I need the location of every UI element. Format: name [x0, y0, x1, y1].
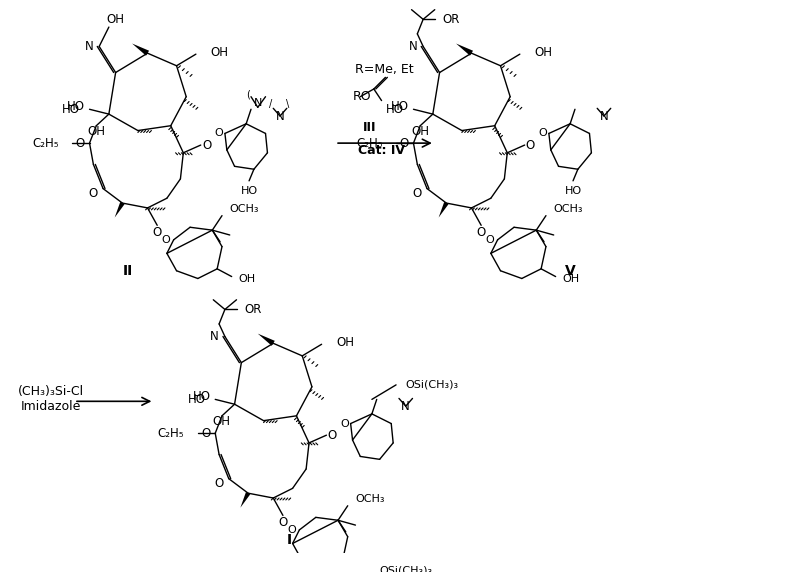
Text: O: O: [538, 129, 547, 138]
Text: R=Me, Et: R=Me, Et: [355, 63, 414, 76]
Text: N: N: [254, 97, 262, 108]
Text: OH: OH: [210, 46, 228, 59]
Text: O: O: [153, 225, 162, 239]
Text: C₂H₅: C₂H₅: [32, 137, 58, 150]
Text: I: I: [287, 533, 292, 547]
Text: OR: OR: [244, 303, 262, 316]
Text: OH: OH: [87, 125, 105, 138]
Text: OH: OH: [106, 13, 125, 26]
Text: N: N: [402, 400, 410, 412]
Text: O: O: [486, 235, 494, 245]
Text: O: O: [399, 137, 409, 150]
Polygon shape: [258, 333, 274, 345]
Text: N: N: [600, 110, 608, 122]
Text: O: O: [75, 137, 85, 150]
Text: O: O: [214, 477, 224, 490]
Text: HO: HO: [187, 393, 206, 406]
Text: HO: HO: [386, 103, 404, 116]
Text: OCH₃: OCH₃: [355, 494, 385, 504]
Text: OH: OH: [411, 125, 429, 138]
Text: OH: OH: [238, 273, 255, 284]
Text: OH: OH: [534, 46, 552, 59]
Text: N: N: [210, 330, 219, 343]
Text: O: O: [162, 235, 170, 245]
Text: Imidazole: Imidazole: [21, 400, 81, 412]
Text: OH: OH: [562, 273, 579, 284]
Text: N: N: [85, 40, 94, 53]
Text: C₂H₅: C₂H₅: [158, 427, 184, 440]
Text: O: O: [89, 187, 98, 200]
Text: OSi(CH₃)₃: OSi(CH₃)₃: [380, 566, 433, 572]
Text: HO: HO: [62, 103, 80, 116]
Text: O: O: [341, 419, 349, 428]
Text: RO: RO: [353, 90, 371, 103]
Text: N: N: [409, 40, 418, 53]
Text: HO: HO: [390, 100, 409, 113]
Text: V: V: [565, 264, 575, 278]
Text: O: O: [413, 187, 422, 200]
Text: Cat: IV: Cat: IV: [358, 144, 405, 157]
Text: OSi(CH₃)₃: OSi(CH₃)₃: [406, 380, 459, 390]
Text: N: N: [276, 110, 284, 122]
Text: OCH₃: OCH₃: [230, 204, 259, 214]
Text: C₂H₅: C₂H₅: [356, 137, 382, 150]
Text: OCH₃: OCH₃: [554, 204, 583, 214]
Text: HO: HO: [241, 185, 258, 196]
Text: (CH₃)₃Si-Cl: (CH₃)₃Si-Cl: [18, 385, 84, 398]
Polygon shape: [438, 202, 449, 217]
Text: II: II: [123, 264, 134, 278]
Text: O: O: [477, 225, 486, 239]
Polygon shape: [456, 43, 473, 55]
Text: HO: HO: [565, 185, 582, 196]
Polygon shape: [114, 202, 125, 217]
Text: O: O: [278, 516, 287, 529]
Text: OH: OH: [336, 336, 354, 349]
Text: O: O: [526, 138, 535, 152]
Text: O: O: [202, 138, 211, 152]
Text: O: O: [287, 525, 296, 535]
Text: O: O: [328, 428, 337, 442]
Text: HO: HO: [192, 390, 210, 403]
Text: III: III: [363, 121, 377, 134]
Polygon shape: [132, 43, 149, 55]
Text: O: O: [201, 427, 210, 440]
Text: O: O: [214, 129, 223, 138]
Text: OH: OH: [213, 415, 230, 428]
Text: /: /: [269, 100, 272, 109]
Polygon shape: [240, 492, 250, 508]
Text: HO: HO: [66, 100, 85, 113]
Text: (: (: [246, 90, 250, 100]
Text: \: \: [286, 100, 290, 109]
Text: OR: OR: [442, 13, 460, 26]
